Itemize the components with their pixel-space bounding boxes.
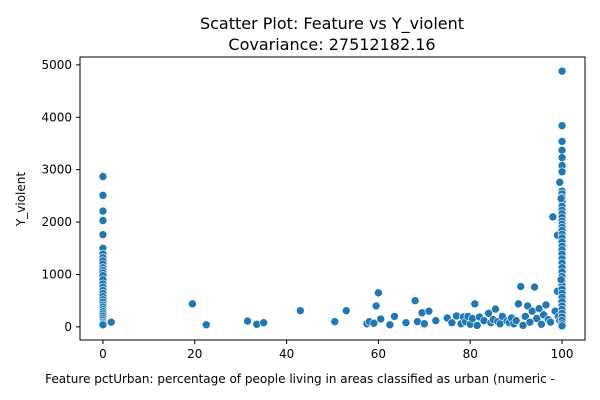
data-point-41 — [341, 306, 351, 315]
data-point-56 — [431, 316, 441, 325]
data-point-4 — [98, 230, 108, 239]
data-point-148 — [556, 275, 566, 285]
data-point-2 — [98, 206, 108, 216]
data-point-1 — [98, 191, 108, 200]
data-point-46 — [374, 288, 383, 298]
data-point-87 — [525, 317, 535, 327]
data-point-33 — [106, 317, 116, 327]
data-point-39 — [296, 306, 305, 315]
data-point-73 — [491, 304, 500, 314]
data-point-66 — [470, 299, 480, 309]
data-point-70 — [484, 308, 493, 318]
plot-area-frame — [79, 56, 586, 341]
data-point-48 — [385, 320, 395, 330]
data-point-97 — [548, 212, 558, 222]
data-points — [98, 66, 567, 331]
data-point-35 — [201, 320, 211, 330]
data-point-81 — [511, 316, 521, 325]
data-point-0 — [98, 172, 108, 181]
data-point-94 — [541, 300, 551, 310]
y-axis-ticks: 0 1000 2000 3000 4000 5000 — [41, 58, 80, 334]
y-tick-label: 3000 — [41, 163, 72, 177]
chart-subtitle: Covariance: 27512182.16 — [228, 35, 435, 54]
data-point-47 — [376, 314, 386, 324]
data-point-91 — [534, 304, 544, 313]
data-point-55 — [424, 306, 434, 316]
data-point-45 — [371, 301, 381, 311]
y-tick-label: 0 — [64, 320, 72, 334]
data-point-50 — [401, 318, 411, 328]
data-point-146 — [557, 321, 567, 331]
data-point-96 — [546, 317, 555, 327]
data-point-44 — [369, 318, 379, 328]
chart-title: Scatter Plot: Feature vs Y_violent — [200, 14, 464, 34]
y-tick-label: 2000 — [41, 215, 72, 229]
data-point-3 — [98, 216, 108, 225]
y-tick-label: 1000 — [41, 267, 72, 281]
data-point-82 — [514, 299, 523, 309]
x-axis-ticks: 0 20 40 60 80 100 — [99, 340, 573, 361]
x-tick-label: 20 — [187, 347, 202, 361]
data-point-58 — [447, 318, 457, 328]
data-point-106 — [557, 137, 567, 146]
data-point-104 — [557, 66, 567, 76]
x-tick-label: 100 — [551, 347, 574, 361]
data-point-32 — [98, 320, 108, 330]
data-point-40 — [330, 317, 340, 326]
x-tick-label: 40 — [279, 347, 294, 361]
y-axis-label: Y_violent — [14, 172, 28, 227]
data-point-108 — [557, 153, 567, 162]
data-point-102 — [555, 177, 565, 187]
x-axis-label: Feature pctUrban: percentage of people l… — [45, 372, 555, 386]
data-point-89 — [530, 282, 539, 292]
data-point-92 — [537, 319, 546, 329]
data-point-90 — [532, 314, 542, 323]
data-point-67 — [472, 321, 482, 330]
data-point-110 — [557, 167, 567, 177]
data-point-38 — [259, 318, 268, 328]
data-point-36 — [243, 316, 252, 326]
data-point-85 — [521, 312, 530, 321]
data-point-54 — [420, 319, 429, 329]
y-tick-label: 5000 — [41, 58, 72, 72]
data-point-105 — [557, 121, 567, 130]
x-tick-label: 60 — [371, 347, 386, 361]
data-point-147 — [556, 194, 566, 203]
data-point-51 — [410, 296, 420, 305]
data-point-83 — [516, 282, 526, 291]
y-tick-label: 4000 — [41, 110, 72, 124]
data-point-49 — [390, 312, 399, 321]
x-tick-label: 80 — [463, 347, 478, 361]
x-tick-label: 0 — [99, 347, 107, 361]
data-point-34 — [188, 299, 197, 309]
data-point-107 — [557, 145, 567, 155]
